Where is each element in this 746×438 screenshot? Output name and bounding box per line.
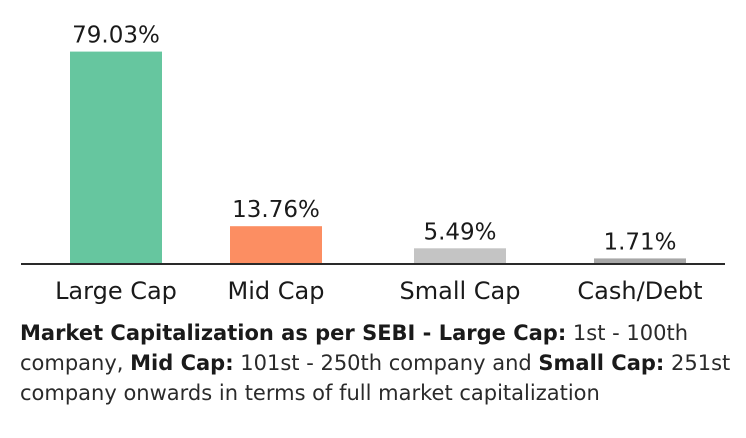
value-label-cash-debt: 1.71% <box>603 229 676 255</box>
caption-mid-cap-label: Mid Cap: <box>130 351 234 375</box>
value-label-small-cap: 5.49% <box>423 219 496 245</box>
category-label-large-cap: Large Cap <box>55 277 177 305</box>
category-label-small-cap: Small Cap <box>400 277 521 305</box>
category-label-cash-debt: Cash/Debt <box>577 277 702 305</box>
bar-chart: 79.03% 13.76% 5.49% 1.71% Large Cap Mid Cap S… <box>21 23 725 305</box>
chart-caption: Market Capitalization as per SEBI - Larg… <box>20 318 732 408</box>
caption-small-cap-text: 251st company onwards in terms of full m… <box>20 351 731 405</box>
bar-cash-debt <box>594 258 686 263</box>
caption-large-cap-text: 1st - 100th company, <box>20 321 688 375</box>
caption-small-cap-label: Small Cap: <box>538 351 665 375</box>
bar-small-cap <box>414 248 506 263</box>
value-label-large-cap: 79.03% <box>72 23 160 49</box>
caption-large-cap-label: Large Cap: <box>438 321 567 345</box>
bars-group <box>70 51 686 263</box>
value-labels-group: 79.03% 13.76% 5.49% 1.71% <box>72 23 676 256</box>
bar-large-cap <box>70 51 162 263</box>
caption-heading: Market Capitalization as per SEBI - <box>20 321 439 345</box>
value-label-mid-cap: 13.76% <box>232 197 320 223</box>
bar-mid-cap <box>230 226 322 263</box>
category-label-mid-cap: Mid Cap <box>228 277 325 305</box>
category-labels-group: Large Cap Mid Cap Small Cap Cash/Debt <box>55 277 703 305</box>
caption-mid-cap-text: 101st - 250th company and <box>233 351 539 375</box>
